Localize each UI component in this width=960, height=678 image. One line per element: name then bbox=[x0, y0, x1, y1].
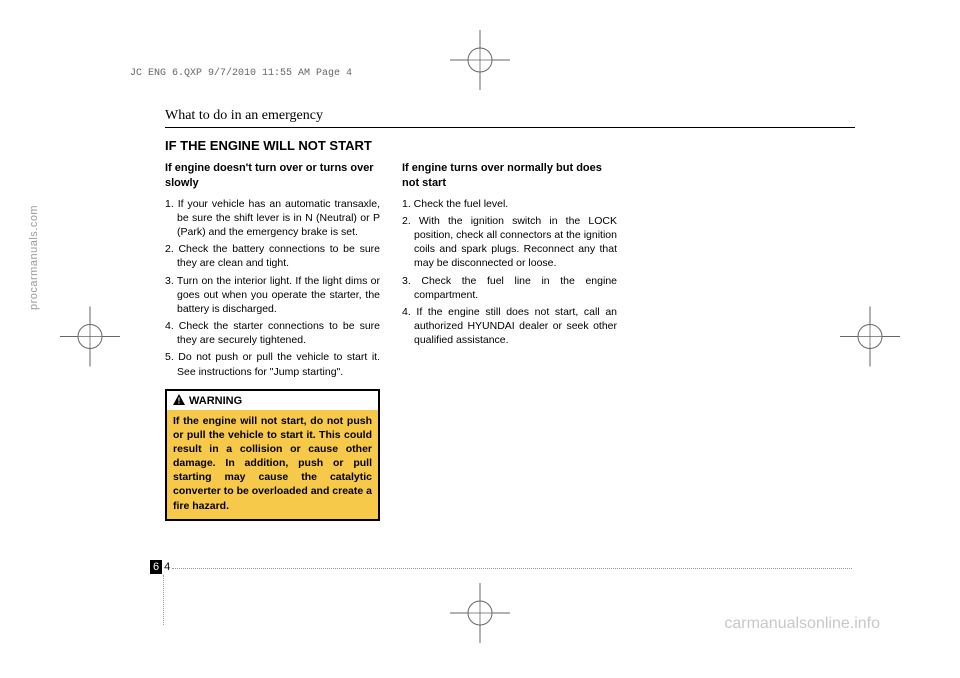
list-item: 4. If the engine still does not start, c… bbox=[402, 305, 617, 348]
sidebar-watermark: procarmanuals.com bbox=[28, 205, 40, 310]
list-item: 1. If your vehicle has an automatic tran… bbox=[165, 197, 380, 240]
list-item: 2. With the ignition switch in the LOCK … bbox=[402, 214, 617, 271]
column-2: If engine turns over normally but does n… bbox=[402, 161, 617, 521]
warning-body: If the engine will not start, do not pus… bbox=[167, 410, 378, 519]
warning-icon: ! bbox=[173, 394, 185, 410]
svg-text:!: ! bbox=[178, 396, 181, 405]
page-page-number: 4 bbox=[164, 561, 170, 573]
footer-watermark: carmanualsonline.info bbox=[724, 615, 880, 633]
print-header: JC ENG 6.QXP 9/7/2010 11:55 AM Page 4 bbox=[130, 68, 352, 79]
list-item: 3. Check the fuel line in the engine com… bbox=[402, 274, 617, 302]
page-content: What to do in an emergency IF THE ENGINE… bbox=[165, 108, 855, 521]
col1-subheading: If engine doesn't turn over or turns ove… bbox=[165, 161, 380, 191]
warning-label: WARNING bbox=[189, 394, 242, 409]
registration-mark-bottom bbox=[450, 583, 510, 648]
main-heading: IF THE ENGINE WILL NOT START bbox=[165, 138, 855, 153]
warning-header: ! WARNING bbox=[167, 391, 378, 410]
list-item: 4. Check the starter connections to be s… bbox=[165, 319, 380, 347]
registration-mark-left bbox=[60, 307, 120, 372]
page-number: 64 bbox=[150, 561, 170, 573]
list-item: 1. Check the fuel level. bbox=[402, 197, 617, 211]
dotted-line-vertical bbox=[163, 575, 164, 625]
col2-subheading: If engine turns over normally but does n… bbox=[402, 161, 617, 191]
col1-list: 1. If your vehicle has an automatic tran… bbox=[165, 197, 380, 379]
page-section-number: 6 bbox=[150, 560, 162, 574]
list-item: 3. Turn on the interior light. If the li… bbox=[165, 274, 380, 317]
list-item: 2. Check the battery connections to be s… bbox=[165, 242, 380, 270]
column-3 bbox=[639, 161, 854, 521]
col2-list: 1. Check the fuel level. 2. With the ign… bbox=[402, 197, 617, 348]
registration-mark-top bbox=[450, 30, 510, 95]
dotted-line-horizontal bbox=[172, 568, 852, 569]
warning-box: ! WARNING If the engine will not start, … bbox=[165, 389, 380, 521]
column-1: If engine doesn't turn over or turns ove… bbox=[165, 161, 380, 521]
list-item: 5. Do not push or pull the vehicle to st… bbox=[165, 350, 380, 378]
section-title: What to do in an emergency bbox=[165, 108, 855, 128]
